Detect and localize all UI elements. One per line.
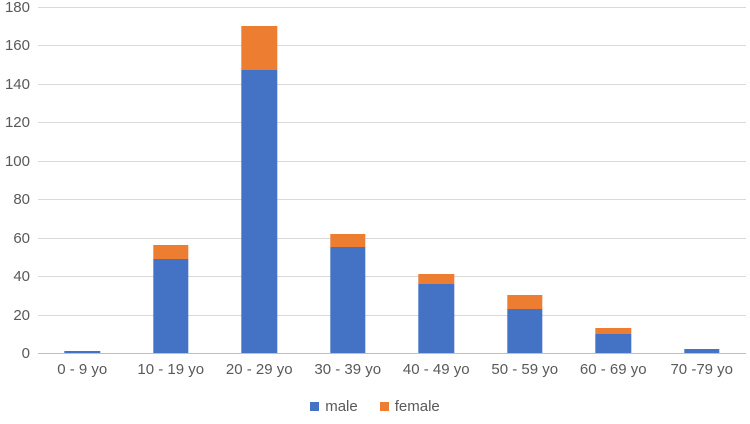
y-axis: 0 20 40 60 80 100 120 140 160 180 — [0, 0, 30, 362]
legend: male female — [0, 398, 750, 415]
bar-segment-male-60-69-yo[interactable] — [595, 333, 631, 353]
legend-swatch-male — [310, 402, 320, 411]
bar-slot-30-39-yo — [304, 8, 393, 354]
plot-area[interactable] — [38, 7, 746, 354]
bar-slot-20-29-yo — [215, 8, 304, 354]
x-axis-category-label-0-9-yo: 0 - 9 yo — [57, 361, 108, 378]
x-axis-category-label-20-29-yo: 20 - 29 yo — [225, 361, 293, 378]
x-axis-category-label-70-79-yo: 70 -79 yo — [670, 361, 734, 378]
bar-slot-70-79-yo — [658, 8, 747, 354]
bar-segment-male-0-9-yo[interactable] — [64, 351, 100, 353]
bar-slot-10-19-yo — [127, 8, 216, 354]
stacked-bar-30-39-yo[interactable] — [330, 233, 366, 353]
x-axis-category-label-10-19-yo: 10 - 19 yo — [137, 361, 205, 378]
y-axis-tick-label-140: 140 — [4, 75, 30, 93]
bar-segment-female-10-19-yo[interactable] — [153, 245, 189, 259]
bar-slot-0-9-yo — [38, 8, 127, 354]
y-axis-tick-label-160: 160 — [4, 37, 30, 55]
gridline-y-40 — [38, 276, 746, 278]
y-axis-tick-label-120: 120 — [4, 114, 30, 132]
stacked-bar-0-9-yo[interactable] — [64, 351, 100, 353]
gridline-y-20 — [38, 314, 746, 316]
stacked-bar-10-19-yo[interactable] — [153, 245, 189, 353]
legend-label-female: female — [394, 398, 440, 415]
x-axis-category-label-40-49-yo: 40 - 49 yo — [402, 361, 470, 378]
y-axis-tick-label-80: 80 — [13, 191, 30, 209]
bar-segment-male-40-49-yo[interactable] — [418, 283, 454, 353]
gridline-y-140 — [38, 83, 746, 85]
bar-segment-male-20-29-yo[interactable] — [241, 70, 277, 353]
x-axis-category-label-30-39-yo: 30 - 39 yo — [314, 361, 382, 378]
bar-segment-male-70-79-yo[interactable] — [684, 349, 720, 353]
stacked-bar-70-79-yo[interactable] — [684, 349, 720, 353]
bar-slot-40-49-yo — [392, 8, 481, 354]
stacked-bar-50-59-yo[interactable] — [507, 295, 543, 353]
bar-segment-male-50-59-yo[interactable] — [507, 308, 543, 353]
bar-segment-male-30-39-yo[interactable] — [330, 247, 366, 353]
stacked-bar-60-69-yo[interactable] — [595, 328, 631, 353]
gridline-y-80 — [38, 199, 746, 201]
bar-segment-female-50-59-yo[interactable] — [507, 295, 543, 309]
x-axis-category-label-60-69-yo: 60 - 69 yo — [579, 361, 647, 378]
x-axis-line — [38, 353, 746, 354]
stacked-bar-20-29-yo[interactable] — [241, 26, 277, 353]
gridline-y-160 — [38, 45, 746, 47]
legend-swatch-female — [379, 402, 389, 411]
y-axis-tick-label-40: 40 — [13, 268, 30, 286]
x-axis: 0 - 9 yo 10 - 19 yo 20 - 29 yo 30 - 39 yo 40… — [38, 360, 746, 380]
y-axis-tick-label-100: 100 — [4, 152, 30, 170]
x-axis-category-label-50-59-yo: 50 - 59 yo — [491, 361, 559, 378]
gridline-y-120 — [38, 122, 746, 124]
gridline-y-180 — [38, 7, 746, 8]
bar-slot-50-59-yo — [481, 8, 570, 354]
y-axis-tick-label-0: 0 — [21, 345, 30, 362]
y-axis-tick-label-180: 180 — [4, 0, 30, 16]
bar-segment-female-20-29-yo[interactable] — [241, 26, 277, 71]
bar-segment-female-60-69-yo[interactable] — [595, 328, 631, 334]
legend-item-female[interactable]: female — [379, 398, 440, 415]
stacked-bar-40-49-yo[interactable] — [418, 274, 454, 353]
y-axis-tick-label-60: 60 — [13, 229, 30, 247]
bar-segment-female-30-39-yo[interactable] — [330, 233, 366, 248]
bar-slot-60-69-yo — [569, 8, 658, 354]
gridline-y-100 — [38, 160, 746, 162]
y-axis-tick-label-20: 20 — [13, 306, 30, 324]
bars-layer — [38, 8, 746, 354]
legend-item-male[interactable]: male — [310, 398, 358, 415]
gridline-y-60 — [38, 237, 746, 239]
bar-segment-female-40-49-yo[interactable] — [418, 274, 454, 284]
bar-segment-male-10-19-yo[interactable] — [153, 258, 189, 353]
legend-label-male: male — [325, 398, 358, 415]
